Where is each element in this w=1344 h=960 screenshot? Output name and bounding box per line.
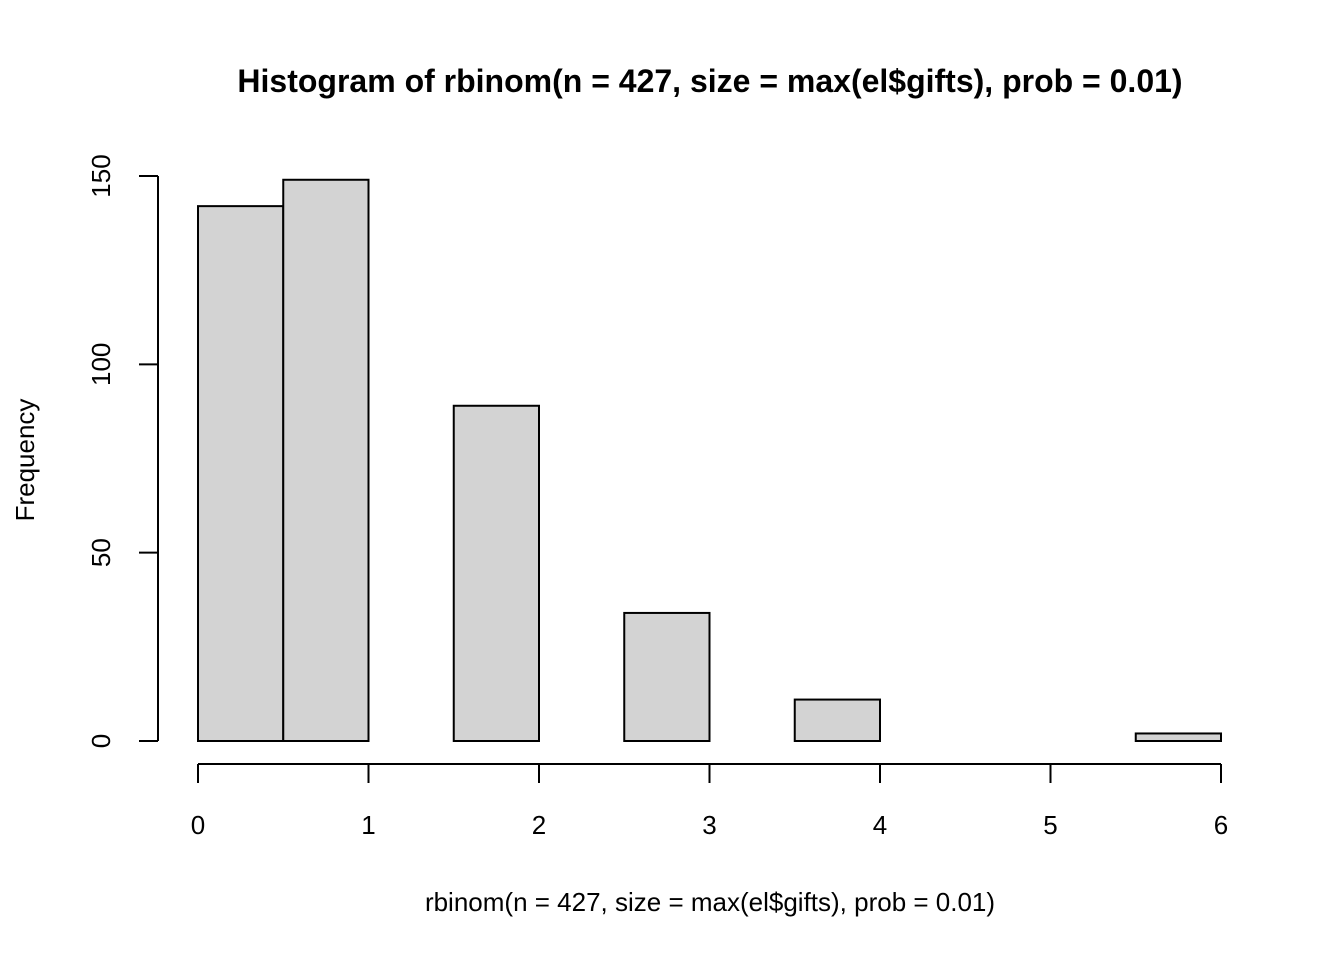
- x-tick-label: 1: [361, 810, 375, 840]
- x-axis: 0 1 2 3 4 5 6: [191, 763, 1228, 840]
- y-axis-label: Frequency: [10, 399, 40, 522]
- x-tick-label: 0: [191, 810, 205, 840]
- x-tick-label: 3: [702, 810, 716, 840]
- y-tick-label: 150: [86, 154, 116, 197]
- histogram-bar: [793, 698, 881, 742]
- histogram-bar: [197, 205, 285, 742]
- histogram-bar: [1134, 732, 1222, 743]
- x-tick-label: 5: [1043, 810, 1057, 840]
- y-axis: 0 50 100 150: [86, 154, 159, 748]
- y-tick-label: 50: [86, 538, 116, 567]
- y-tick-label: 100: [86, 343, 116, 386]
- histogram-bar: [623, 611, 711, 743]
- x-tick-label: 2: [532, 810, 546, 840]
- y-tick-label: 0: [86, 734, 116, 748]
- x-tick-label: 4: [873, 810, 887, 840]
- histogram-bar: [452, 404, 540, 742]
- histogram-bar: [282, 178, 370, 742]
- x-tick-label: 6: [1214, 810, 1228, 840]
- bars-layer: [197, 178, 1222, 743]
- x-axis-label: rbinom(n = 427, size = max(el$gifts), pr…: [425, 887, 995, 917]
- chart-title: Histogram of rbinom(n = 427, size = max(…: [237, 63, 1182, 99]
